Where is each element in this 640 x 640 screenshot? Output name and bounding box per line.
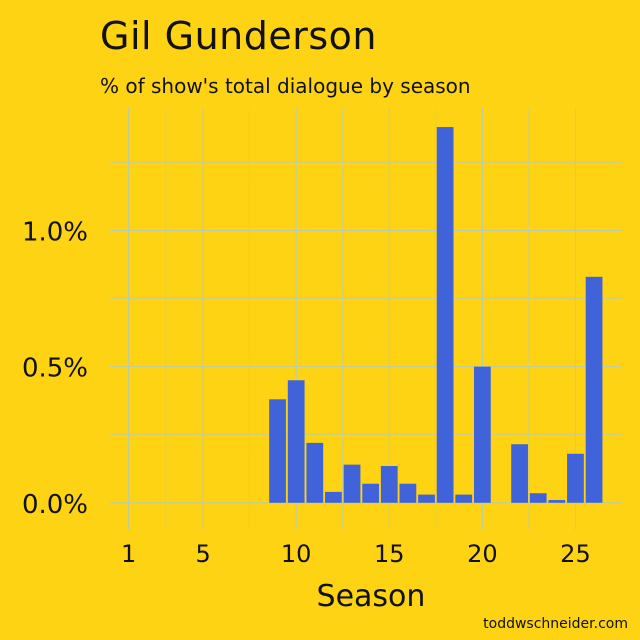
bar: [529, 493, 547, 503]
x-tick-label: 10: [281, 540, 312, 568]
bar: [585, 276, 603, 503]
chart-subtitle: % of show's total dialogue by season: [100, 74, 471, 98]
bar: [473, 366, 491, 503]
bar: [269, 399, 286, 503]
x-tick-label: 20: [467, 540, 498, 568]
bar: [325, 491, 342, 503]
x-tick-label: 15: [374, 540, 405, 568]
chart-title: Gil Gunderson: [100, 14, 378, 58]
bar: [380, 466, 398, 503]
bar: [436, 127, 454, 503]
y-tick-label: 1.0%: [22, 218, 88, 248]
y-tick-label: 0.0%: [22, 490, 88, 520]
y-tick-label: 0.5%: [22, 354, 88, 384]
credit-text: toddwschneider.com: [483, 616, 628, 632]
bar: [287, 380, 305, 503]
bar: [306, 442, 324, 503]
bar: [362, 483, 380, 503]
x-axis-label: Season: [317, 579, 426, 614]
x-tick-label: 1: [121, 540, 136, 568]
bar: [399, 483, 417, 503]
x-tick-label: 25: [560, 540, 591, 568]
bar: [548, 500, 566, 503]
x-tick-label: 5: [195, 540, 210, 568]
bar: [343, 464, 361, 503]
bar: [418, 494, 435, 503]
bar: [567, 453, 584, 503]
bar: [511, 444, 528, 503]
bar: [455, 494, 473, 503]
